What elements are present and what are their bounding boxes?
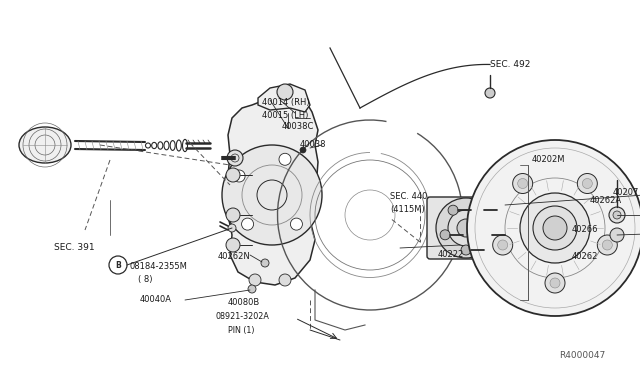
Text: SEC. 391: SEC. 391	[54, 243, 95, 252]
Circle shape	[482, 230, 492, 240]
Circle shape	[474, 205, 484, 215]
Circle shape	[597, 235, 618, 255]
Circle shape	[249, 274, 261, 286]
Circle shape	[493, 235, 513, 255]
Circle shape	[545, 273, 565, 293]
Circle shape	[610, 228, 624, 242]
Text: ( 8): ( 8)	[138, 275, 152, 284]
Text: 08921-3202A: 08921-3202A	[216, 312, 270, 321]
Text: 08184-2355M: 08184-2355M	[129, 262, 187, 271]
Circle shape	[227, 150, 243, 166]
Circle shape	[440, 230, 450, 240]
Text: 40262N: 40262N	[218, 252, 251, 261]
Text: 40040A: 40040A	[140, 295, 172, 304]
FancyBboxPatch shape	[427, 197, 505, 259]
Text: 40014 (RH): 40014 (RH)	[262, 98, 310, 107]
Text: 40202M: 40202M	[532, 155, 566, 164]
Text: B: B	[115, 260, 121, 269]
Text: 40207: 40207	[613, 188, 639, 197]
Circle shape	[448, 205, 458, 215]
Circle shape	[533, 206, 577, 250]
Circle shape	[467, 140, 640, 316]
Text: 40038: 40038	[300, 140, 326, 149]
Ellipse shape	[19, 127, 71, 163]
Text: SEC. 440: SEC. 440	[390, 192, 428, 201]
Circle shape	[248, 285, 256, 293]
Text: 40015 (LH): 40015 (LH)	[262, 111, 308, 120]
Polygon shape	[228, 96, 318, 285]
Text: 40222: 40222	[438, 250, 464, 259]
Circle shape	[279, 274, 291, 286]
Circle shape	[513, 173, 532, 193]
Circle shape	[457, 219, 475, 237]
Circle shape	[550, 278, 560, 288]
Circle shape	[226, 168, 240, 182]
Circle shape	[241, 218, 253, 230]
Circle shape	[226, 238, 240, 252]
Text: PIN (1): PIN (1)	[228, 326, 255, 335]
Circle shape	[226, 208, 240, 222]
Circle shape	[222, 145, 322, 245]
Circle shape	[291, 218, 303, 230]
Text: SEC. 492: SEC. 492	[490, 60, 531, 69]
Circle shape	[261, 259, 269, 267]
Circle shape	[485, 88, 495, 98]
Circle shape	[277, 84, 293, 100]
Circle shape	[613, 211, 621, 219]
Circle shape	[228, 224, 236, 232]
Text: R4000047: R4000047	[559, 351, 605, 360]
Circle shape	[461, 245, 471, 255]
Circle shape	[448, 210, 484, 246]
Circle shape	[436, 198, 496, 258]
Circle shape	[602, 240, 612, 250]
Text: 40262: 40262	[572, 252, 598, 261]
Circle shape	[279, 153, 291, 165]
Circle shape	[233, 170, 245, 182]
Circle shape	[498, 240, 508, 250]
Text: 40266: 40266	[572, 225, 598, 234]
Polygon shape	[258, 84, 310, 112]
Circle shape	[520, 193, 590, 263]
Text: (4115M): (4115M)	[390, 205, 425, 214]
Circle shape	[577, 173, 597, 193]
Text: 40038C: 40038C	[282, 122, 314, 131]
Circle shape	[582, 179, 593, 189]
Text: 40262A: 40262A	[590, 196, 622, 205]
Circle shape	[518, 179, 527, 189]
Circle shape	[543, 216, 567, 240]
Circle shape	[300, 147, 306, 153]
Circle shape	[609, 207, 625, 223]
Text: 40080B: 40080B	[228, 298, 260, 307]
